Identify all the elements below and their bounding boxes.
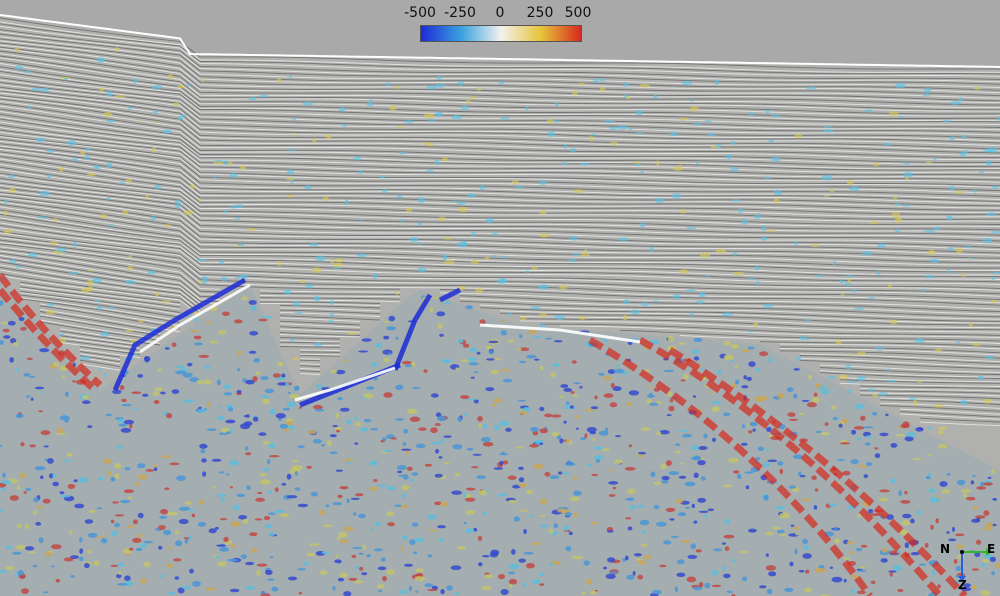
colorbar-gradient bbox=[420, 25, 582, 42]
axis-label-north: N bbox=[940, 542, 951, 556]
colorbar-tick-zero: 0 bbox=[495, 5, 505, 21]
colorbar-tick-min: -500 bbox=[404, 5, 436, 21]
colorbar-tick-max: 500 bbox=[564, 5, 592, 21]
axes-arrows-icon bbox=[958, 548, 992, 582]
orientation-axes: N E Z bbox=[932, 536, 998, 594]
colorbar-tick-neg250: -250 bbox=[444, 5, 476, 21]
colorbar-tick-labels: -500 -250 0 250 500 bbox=[404, 4, 591, 22]
axis-label-down: Z bbox=[958, 578, 967, 592]
axis-label-east: E bbox=[987, 542, 996, 556]
colorbar-tick-pos250: 250 bbox=[526, 5, 554, 21]
colorbar-legend: -500 -250 0 250 500 bbox=[404, 4, 591, 42]
